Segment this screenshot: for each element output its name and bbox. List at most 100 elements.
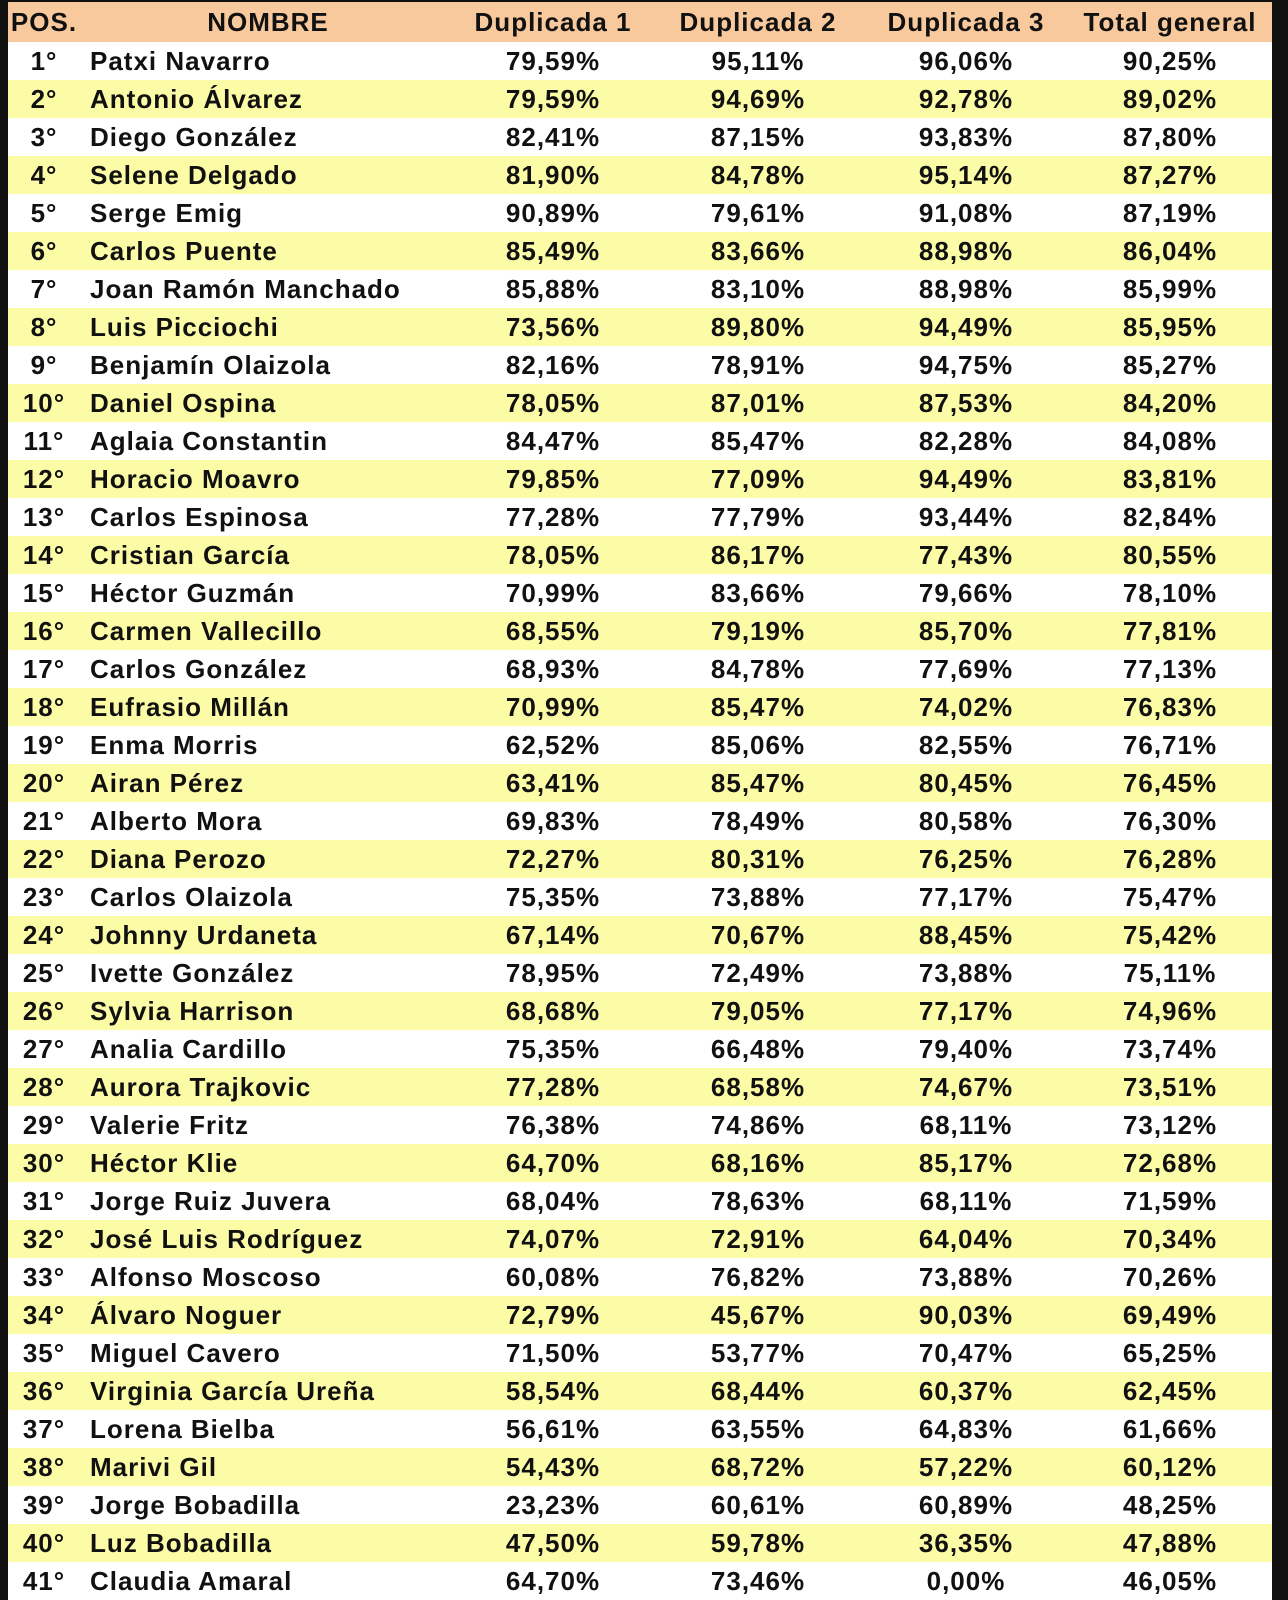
duplicada-2-cell: 63,55% (710, 1413, 806, 1444)
name-cell: Airan Pérez (90, 767, 245, 798)
duplicada-1-cell: 82,16% (505, 349, 601, 380)
position-cell: 16° (22, 615, 66, 646)
duplicada-3-cell: 79,40% (918, 1033, 1014, 1064)
duplicada-3-cell: 95,14% (918, 159, 1014, 190)
total-general-cell: 90,25% (1122, 45, 1218, 76)
duplicada-3-cell: 36,35% (918, 1527, 1014, 1558)
total-general-cell: 84,08% (1122, 425, 1218, 456)
name-cell: Miguel Cavero (90, 1337, 281, 1368)
name-cell: Alfonso Moscoso (90, 1261, 322, 1292)
total-general-cell: 82,84% (1122, 501, 1218, 532)
table-row: 30° Héctor Klie 64,70% 68,16% 85,17% 72,68% (8, 1144, 1272, 1182)
duplicada-2-cell: 84,78% (710, 159, 806, 190)
duplicada-3-cell: 74,67% (918, 1071, 1014, 1102)
position-cell: 1° (30, 45, 58, 76)
duplicada-1-cell: 68,04% (505, 1185, 601, 1216)
position-cell: 6° (30, 235, 58, 266)
position-cell: 4° (30, 159, 58, 190)
header-row: POS. NOMBRE Duplicada 1 Duplicada 2 Duplicad… (8, 2, 1272, 42)
table-row: 28° Aurora Trajkovic 77,28% 68,58% 74,67% 73,… (8, 1068, 1272, 1106)
duplicada-2-cell: 87,01% (710, 387, 806, 418)
duplicada-3-cell: 88,98% (918, 235, 1014, 266)
total-general-cell: 85,99% (1122, 273, 1218, 304)
duplicada-1-cell: 85,88% (505, 273, 601, 304)
total-general-cell: 62,45% (1122, 1375, 1218, 1406)
duplicada-1-cell: 72,79% (505, 1299, 601, 1330)
total-general-cell: 87,19% (1122, 197, 1218, 228)
table-row: 11° Aglaia Constantin 84,47% 85,47% 82,28% 84… (8, 422, 1272, 460)
duplicada-2-cell: 78,49% (710, 805, 806, 836)
duplicada-1-cell: 60,08% (505, 1261, 601, 1292)
duplicada-1-cell: 77,28% (505, 501, 601, 532)
name-cell: Jorge Bobadilla (90, 1489, 301, 1520)
total-general-cell: 69,49% (1122, 1299, 1218, 1330)
total-general-cell: 46,05% (1122, 1565, 1218, 1596)
table-row: 5° Serge Emig 90,89% 79,61% 91,08% 87,19% (8, 194, 1272, 232)
total-general-cell: 77,81% (1122, 615, 1218, 646)
total-general-cell: 77,13% (1122, 653, 1218, 684)
duplicada-1-cell: 90,89% (505, 197, 601, 228)
duplicada-3-cell: 0,00% (926, 1565, 1006, 1596)
position-cell: 7° (30, 273, 58, 304)
position-cell: 22° (22, 843, 66, 874)
position-cell: 32° (22, 1223, 66, 1254)
duplicada-2-cell: 77,79% (710, 501, 806, 532)
table-row: 4° Selene Delgado 81,90% 84,78% 95,14% 87,27% (8, 156, 1272, 194)
position-cell: 13° (22, 501, 66, 532)
position-cell: 25° (22, 957, 66, 988)
duplicada-1-cell: 78,95% (505, 957, 601, 988)
header-cell: POS. (10, 6, 78, 37)
duplicada-3-cell: 80,58% (918, 805, 1014, 836)
duplicada-2-cell: 79,05% (710, 995, 806, 1026)
duplicada-2-cell: 95,11% (711, 45, 805, 76)
position-cell: 10° (22, 387, 66, 418)
name-cell: Diana Perozo (90, 843, 267, 874)
total-general-cell: 76,30% (1122, 805, 1218, 836)
table-row: 16° Carmen Vallecillo 68,55% 79,19% 85,70% 77… (8, 612, 1272, 650)
duplicada-3-cell: 93,83% (918, 121, 1014, 152)
total-general-cell: 89,02% (1122, 83, 1218, 114)
duplicada-3-cell: 80,45% (918, 767, 1014, 798)
duplicada-2-cell: 72,91% (710, 1223, 806, 1254)
duplicada-3-cell: 64,83% (918, 1413, 1014, 1444)
duplicada-3-cell: 73,88% (918, 1261, 1014, 1292)
duplicada-1-cell: 72,27% (505, 843, 601, 874)
duplicada-1-cell: 75,35% (505, 1033, 601, 1064)
duplicada-3-cell: 70,47% (918, 1337, 1014, 1368)
duplicada-3-cell: 60,89% (918, 1489, 1014, 1520)
duplicada-2-cell: 83,66% (710, 577, 806, 608)
duplicada-1-cell: 69,83% (505, 805, 601, 836)
position-cell: 35° (22, 1337, 66, 1368)
table-row: 15° Héctor Guzmán 70,99% 83,66% 79,66% 78,10% (8, 574, 1272, 612)
table-row: 9° Benjamín Olaizola 82,16% 78,91% 94,75% 85,… (8, 346, 1272, 384)
duplicada-1-cell: 79,85% (505, 463, 601, 494)
position-cell: 37° (22, 1413, 66, 1444)
name-cell: Analia Cardillo (90, 1033, 288, 1064)
table-row: 24° Johnny Urdaneta 67,14% 70,67% 88,45% 75,4… (8, 916, 1272, 954)
position-cell: 3° (30, 121, 58, 152)
duplicada-3-cell: 64,04% (918, 1223, 1014, 1254)
total-general-cell: 75,47% (1122, 881, 1218, 912)
table-row: 40° Luz Bobadilla 47,50% 59,78% 36,35% 47,88% (8, 1524, 1272, 1562)
total-general-cell: 87,80% (1122, 121, 1218, 152)
duplicada-2-cell: 85,47% (710, 691, 806, 722)
duplicada-2-cell: 68,16% (710, 1147, 806, 1178)
duplicada-2-cell: 83,66% (710, 235, 806, 266)
table-row: 7° Joan Ramón Manchado 85,88% 83,10% 88,98% 8… (8, 270, 1272, 308)
duplicada-2-cell: 53,77% (710, 1337, 806, 1368)
duplicada-1-cell: 76,38% (505, 1109, 601, 1140)
table-row: 32° José Luis Rodríguez 74,07% 72,91% 64,04%… (8, 1220, 1272, 1258)
duplicada-2-cell: 89,80% (710, 311, 806, 342)
table-row: 29° Valerie Fritz 76,38% 74,86% 68,11% 73,12% (8, 1106, 1272, 1144)
table-row: 38° Marivi Gil 54,43% 68,72% 57,22% 60,12% (8, 1448, 1272, 1486)
duplicada-1-cell: 84,47% (505, 425, 601, 456)
table-row: 21° Alberto Mora 69,83% 78,49% 80,58% 76,30% (8, 802, 1272, 840)
total-general-cell: 70,26% (1122, 1261, 1218, 1292)
duplicada-1-cell: 54,43% (505, 1451, 601, 1482)
total-general-cell: 73,74% (1122, 1033, 1218, 1064)
position-cell: 8° (30, 311, 58, 342)
total-general-cell: 76,45% (1122, 767, 1218, 798)
duplicada-1-cell: 79,59% (505, 83, 601, 114)
position-cell: 34° (22, 1299, 66, 1330)
duplicada-2-cell: 83,10% (710, 273, 806, 304)
